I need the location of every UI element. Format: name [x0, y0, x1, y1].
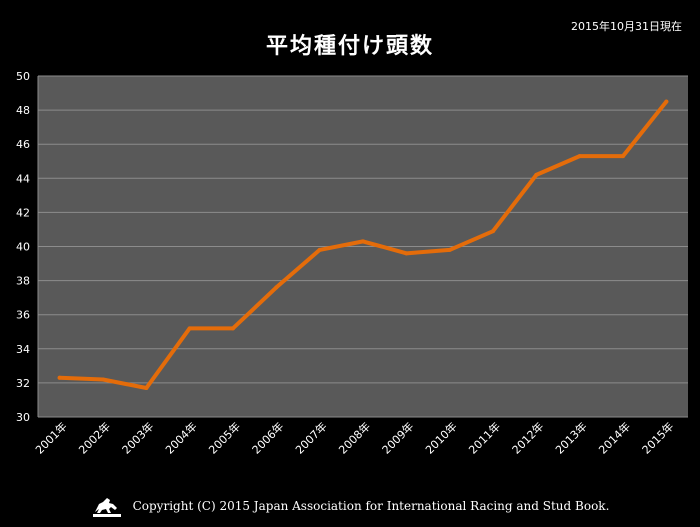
- x-tick-label: 2007年: [292, 419, 329, 456]
- data-point: [317, 247, 322, 252]
- data-point: [274, 285, 279, 290]
- data-point: [534, 172, 539, 177]
- y-tick-label: 34: [16, 343, 30, 356]
- y-tick-label: 38: [16, 275, 30, 288]
- y-tick-label: 44: [16, 172, 30, 185]
- x-tick-label: 2013年: [552, 419, 589, 456]
- data-point: [577, 154, 582, 159]
- data-point: [404, 251, 409, 256]
- data-point: [101, 377, 105, 382]
- x-tick-label: 2006年: [249, 419, 286, 456]
- data-point: [447, 247, 452, 252]
- y-tick-label: 50: [16, 70, 30, 83]
- y-tick-label: 32: [16, 377, 30, 390]
- y-tick-label: 46: [16, 138, 30, 151]
- y-tick-label: 48: [16, 104, 30, 117]
- x-tick-label: 2005年: [206, 419, 243, 456]
- x-tick-label: 2015年: [639, 419, 676, 456]
- x-tick-label: 2002年: [76, 419, 113, 456]
- y-tick-label: 42: [16, 206, 30, 219]
- data-point: [491, 229, 495, 234]
- data-point: [664, 99, 669, 104]
- data-point: [361, 239, 365, 244]
- horse-logo-icon: [92, 498, 121, 517]
- footer: Copyright (C) 2015 Japan Association for…: [0, 492, 700, 520]
- data-point: [57, 375, 62, 380]
- y-tick-label: 30: [16, 411, 30, 424]
- x-tick-label: 2001年: [32, 419, 69, 456]
- x-tick-label: 2014年: [596, 419, 633, 456]
- data-point: [231, 326, 235, 331]
- x-tick-label: 2011年: [466, 419, 503, 456]
- chart-title: 平均種付け頭数: [265, 34, 434, 59]
- date-note: 2015年10月31日現在: [571, 20, 682, 33]
- x-tick-label: 2009年: [379, 419, 416, 456]
- data-point: [144, 386, 149, 391]
- data-point: [621, 154, 625, 159]
- data-point: [187, 326, 192, 331]
- y-tick-label: 36: [16, 309, 30, 322]
- x-tick-label: 2003年: [119, 419, 156, 456]
- x-tick-label: 2012年: [509, 419, 546, 456]
- x-tick-label: 2004年: [162, 419, 199, 456]
- y-tick-label: 40: [16, 241, 30, 254]
- x-tick-label: 2010年: [422, 419, 459, 456]
- copyright-text: Copyright (C) 2015 Japan Association for…: [132, 499, 610, 513]
- x-tick-label: 2008年: [336, 419, 373, 456]
